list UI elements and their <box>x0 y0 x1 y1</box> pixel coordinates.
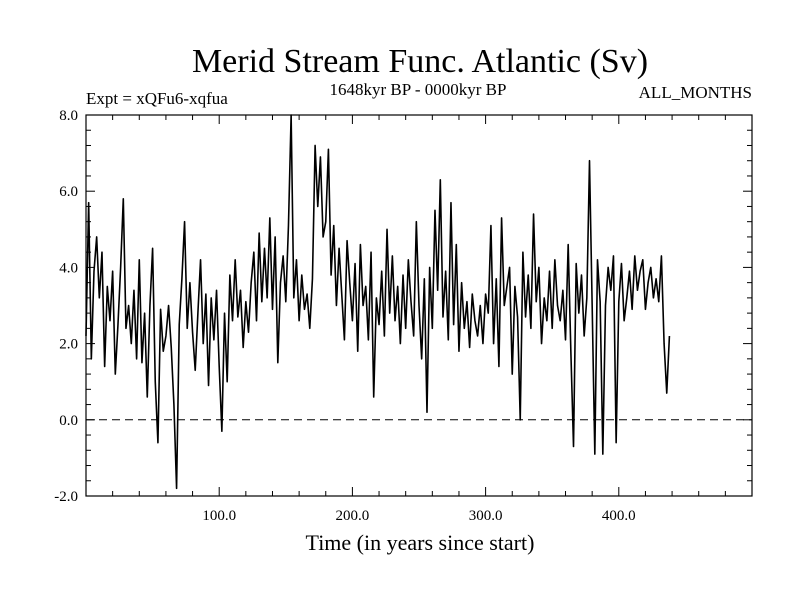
x-tick-label: 300.0 <box>469 508 503 524</box>
y-tick-label: 0.0 <box>59 413 78 429</box>
period-label: 1648kyr BP - 0000kyr BP <box>330 80 507 99</box>
chart-title: Merid Stream Func. Atlantic (Sv) <box>192 43 648 80</box>
y-tick-label: -2.0 <box>54 489 78 505</box>
y-tick-label: 2.0 <box>59 337 78 353</box>
y-tick-label: 8.0 <box>59 108 78 124</box>
y-tick-label: 4.0 <box>59 260 78 276</box>
months-label: ALL_MONTHS <box>639 83 752 102</box>
expt-label: Expt = xQFu6-xqfua <box>86 89 228 108</box>
plot-area: 100.0 200.0 300.0 400.0 -2.0 0.0 2.0 4.0 6.0 8.0 <box>54 108 753 524</box>
x-axis-label: Time (in years since start) <box>306 530 535 555</box>
x-tick-label: 400.0 <box>602 508 636 524</box>
x-tick-label: 200.0 <box>336 508 370 524</box>
series-line <box>85 114 671 490</box>
x-tick-label: 100.0 <box>202 508 236 524</box>
y-tick-label: 6.0 <box>59 184 78 200</box>
